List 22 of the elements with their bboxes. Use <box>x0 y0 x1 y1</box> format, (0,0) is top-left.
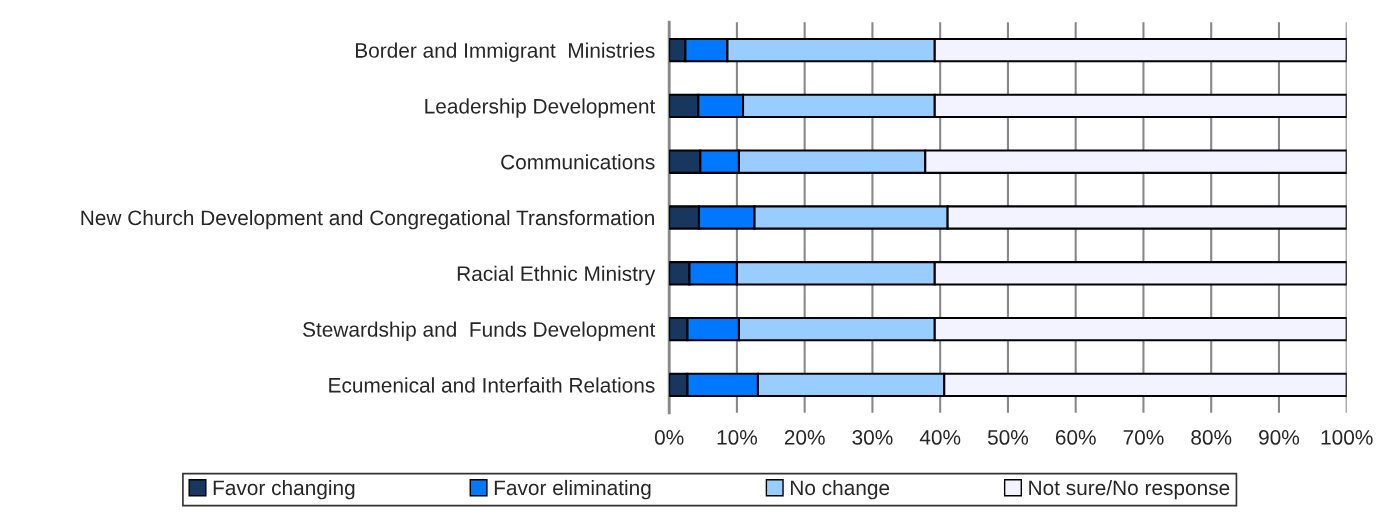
y-tick-label: Leadership Development <box>425 98 656 118</box>
y-tick-label: New Church Development and Congregational Transformation <box>81 209 654 230</box>
x-tick-label: 10% <box>717 430 758 445</box>
x-tick-label: 100% <box>1321 430 1373 445</box>
legend-label: No change <box>791 479 890 500</box>
x-tick-label: 50% <box>987 430 1029 445</box>
x-tick-label: 90% <box>1259 430 1300 445</box>
legend-label: Not sure/No response <box>1029 479 1230 500</box>
y-tick-label: Communications <box>501 154 655 170</box>
legend-label: Favor eliminating <box>494 479 651 500</box>
y-tick-label: Border and Immigrant Ministries <box>355 42 655 62</box>
x-tick-label: 60% <box>1055 430 1096 445</box>
x-tick-label: 80% <box>1191 430 1232 445</box>
x-tick-label: 70% <box>1123 430 1164 445</box>
y-tick-label: Stewardship and Funds Development <box>303 321 656 341</box>
x-tick-label: 30% <box>852 430 893 445</box>
x-tick-label: 0% <box>654 430 684 445</box>
y-tick-label: Racial Ethnic Ministry <box>457 265 656 286</box>
legend-label: Favor changing <box>213 479 355 500</box>
x-tick-label: 20% <box>784 430 825 445</box>
x-tick-label: 40% <box>919 430 961 445</box>
y-tick-label: Ecumenical and Interfaith Relations <box>329 377 655 393</box>
